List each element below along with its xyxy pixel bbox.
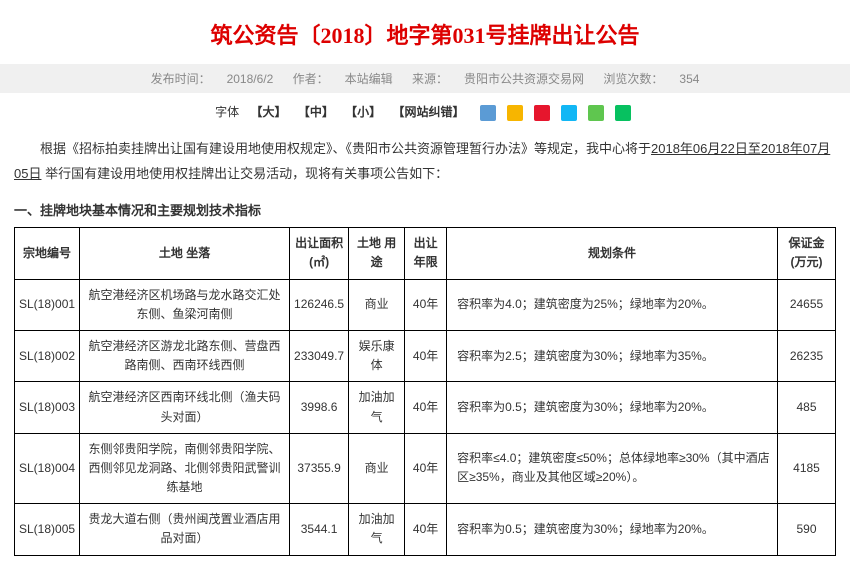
correct-button[interactable]: 【网站纠错】: [393, 105, 465, 119]
th-deposit: 保证金(万元): [778, 228, 836, 279]
cell-area: 126246.5: [290, 279, 349, 330]
cell-term: 40年: [405, 433, 447, 504]
table-row: SL(18)002航空港经济区游龙北路东侧、营盘西路南侧、西南环线西侧23304…: [15, 330, 836, 381]
cell-id: SL(18)003: [15, 382, 80, 433]
cell-deposit: 24655: [778, 279, 836, 330]
source-label: 来源：: [412, 72, 448, 86]
cell-term: 40年: [405, 382, 447, 433]
cell-conditions: 容积率为0.5；建筑密度为30%；绿地率为20%。: [447, 382, 778, 433]
table-row: SL(18)003航空港经济区西南环线北侧（渔夫码头对面）3998.6加油加气4…: [15, 382, 836, 433]
cell-term: 40年: [405, 279, 447, 330]
font-small-button[interactable]: 【小】: [345, 105, 381, 119]
cell-conditions: 容积率为4.0；建筑密度为25%；绿地率为20%。: [447, 279, 778, 330]
share-icon-wechat[interactable]: [615, 105, 631, 121]
intro-prefix: 根据《招标拍卖挂牌出让国有建设用地使用权规定》、《贵阳市公共资源管理暂行办法》等…: [40, 141, 651, 156]
th-id: 宗地编号: [15, 228, 80, 279]
cell-deposit: 590: [778, 504, 836, 555]
page-title: 筑公资告〔2018〕地字第031号挂牌出让公告: [0, 0, 850, 64]
share-icon-renren[interactable]: [588, 105, 604, 121]
th-term: 出让 年限: [405, 228, 447, 279]
author-value: 本站编辑: [345, 72, 393, 86]
cell-term: 40年: [405, 504, 447, 555]
cell-deposit: 26235: [778, 330, 836, 381]
intro-suffix: 举行国有建设用地使用权挂牌出让交易活动，现将有关事项公告如下：: [41, 166, 448, 181]
cell-use: 商业: [349, 279, 405, 330]
cell-location: 东侧邻贵阳学院，南侧邻贵阳学院、西侧邻见龙洞路、北侧邻贵阳武警训练基地: [80, 433, 290, 504]
cell-conditions: 容积率为2.5；建筑密度为30%；绿地率为35%。: [447, 330, 778, 381]
font-label: 字体: [215, 105, 239, 119]
share-icon-tencent[interactable]: [561, 105, 577, 121]
cell-id: SL(18)004: [15, 433, 80, 504]
cell-area: 3998.6: [290, 382, 349, 433]
cell-term: 40年: [405, 330, 447, 381]
cell-location: 航空港经济区游龙北路东侧、营盘西路南侧、西南环线西侧: [80, 330, 290, 381]
table-row: SL(18)005贵龙大道右侧（贵州闽茂置业酒店用品对面）3544.1加油加气4…: [15, 504, 836, 555]
cell-location: 航空港经济区西南环线北侧（渔夫码头对面）: [80, 382, 290, 433]
cell-deposit: 4185: [778, 433, 836, 504]
th-use: 土地 用途: [349, 228, 405, 279]
share-icon-qzone[interactable]: [480, 105, 496, 121]
cell-area: 3544.1: [290, 504, 349, 555]
cell-id: SL(18)002: [15, 330, 80, 381]
views-value: 354: [679, 72, 699, 86]
font-toolbar: 字体 【大】 【中】 【小】 【网站纠错】: [0, 93, 850, 131]
cell-use: 加油加气: [349, 504, 405, 555]
cell-conditions: 容积率为0.5；建筑密度为30%；绿地率为20%。: [447, 504, 778, 555]
th-conditions: 规划条件: [447, 228, 778, 279]
cell-use: 娱乐康体: [349, 330, 405, 381]
cell-area: 233049.7: [290, 330, 349, 381]
cell-use: 加油加气: [349, 382, 405, 433]
source-value: 贵阳市公共资源交易网: [464, 72, 584, 86]
land-table: 宗地编号 土地 坐落 出让面积(㎡) 土地 用途 出让 年限 规划条件 保证金(…: [14, 227, 836, 555]
meta-bar: 发布时间： 2018/6/2 作者： 本站编辑 来源： 贵阳市公共资源交易网 浏览次数…: [0, 64, 850, 93]
cell-location: 航空港经济区机场路与龙水路交汇处东侧、鱼梁河南侧: [80, 279, 290, 330]
font-medium-button[interactable]: 【中】: [298, 105, 334, 119]
cell-id: SL(18)005: [15, 504, 80, 555]
intro-paragraph: 根据《招标拍卖挂牌出让国有建设用地使用权规定》、《贵阳市公共资源管理暂行办法》等…: [0, 131, 850, 196]
section-heading: 一、挂牌地块基本情况和主要规划技术指标: [0, 196, 850, 227]
th-location: 土地 坐落: [80, 228, 290, 279]
cell-use: 商业: [349, 433, 405, 504]
th-area: 出让面积(㎡): [290, 228, 349, 279]
share-icon-qq[interactable]: [507, 105, 523, 121]
cell-id: SL(18)001: [15, 279, 80, 330]
author-label: 作者：: [293, 72, 329, 86]
font-large-button[interactable]: 【大】: [250, 105, 286, 119]
cell-conditions: 容积率≤4.0；建筑密度≤50%；总体绿地率≥30%（其中酒店区≥35%，商业及…: [447, 433, 778, 504]
pub-label: 发布时间：: [151, 72, 211, 86]
table-row: SL(18)004东侧邻贵阳学院，南侧邻贵阳学院、西侧邻见龙洞路、北侧邻贵阳武警…: [15, 433, 836, 504]
share-icons: [476, 105, 635, 121]
cell-area: 37355.9: [290, 433, 349, 504]
share-icon-weibo[interactable]: [534, 105, 550, 121]
table-row: SL(18)001航空港经济区机场路与龙水路交汇处东侧、鱼梁河南侧126246.…: [15, 279, 836, 330]
views-label: 浏览次数：: [603, 72, 663, 86]
cell-deposit: 485: [778, 382, 836, 433]
cell-location: 贵龙大道右侧（贵州闽茂置业酒店用品对面）: [80, 504, 290, 555]
pub-value: 2018/6/2: [227, 72, 274, 86]
